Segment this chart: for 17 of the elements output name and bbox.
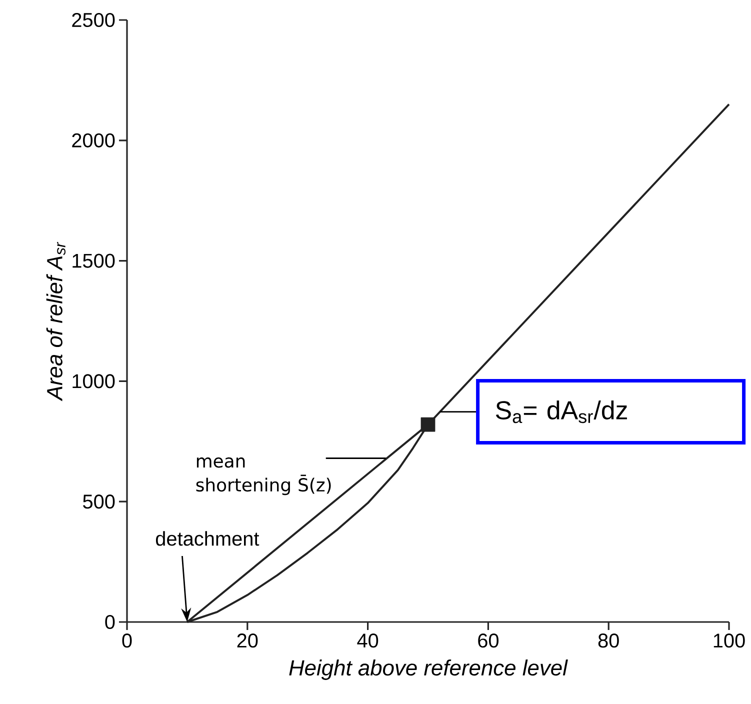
x-axis-title: Height above reference level: [289, 660, 568, 680]
annotation: detachment: [156, 531, 260, 546]
y-tick-label: 500: [83, 494, 115, 509]
x-tick-label: 100: [714, 634, 745, 648]
x-tick-label: 40: [357, 634, 378, 648]
y-tick-label: 0: [105, 614, 115, 630]
x-tick-label: 60: [478, 634, 498, 648]
x-tick-label: 80: [598, 634, 619, 648]
x-tick-label: 20: [237, 634, 258, 648]
x-tick-label: 0: [122, 634, 132, 648]
y-tick-label: 1500: [72, 254, 115, 268]
annotation: S$_{a}$= dA$_{sr}$/dz: [496, 400, 627, 424]
y-tick-label: 2500: [72, 12, 115, 28]
annotation: mean shortening S̄(z): [196, 457, 331, 496]
y-tick-label: 1000: [72, 374, 115, 388]
y-axis-title: Area of relief A$_{sr}$: [46, 242, 66, 402]
y-tick-label: 2000: [72, 133, 115, 148]
